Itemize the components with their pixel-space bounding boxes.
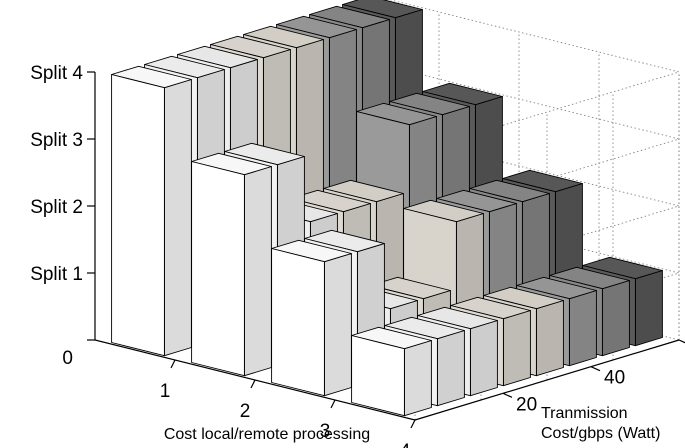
bar-front bbox=[111, 74, 165, 357]
y-tick-label: 40 bbox=[604, 368, 625, 389]
bar bbox=[271, 239, 352, 397]
gridline-back-z bbox=[389, 0, 680, 73]
bar-side bbox=[323, 253, 352, 397]
x-tick bbox=[330, 399, 336, 409]
x-tick bbox=[410, 419, 416, 429]
x-tick-label: 4 bbox=[400, 441, 411, 448]
x-tick-label: 2 bbox=[240, 401, 251, 422]
x-tick-label: 3 bbox=[320, 421, 331, 442]
bar-side bbox=[568, 290, 597, 367]
bars-layer bbox=[111, 0, 663, 417]
bar-front bbox=[191, 161, 245, 377]
bar-side bbox=[535, 300, 564, 377]
y-tick bbox=[502, 392, 513, 398]
x-tick bbox=[170, 359, 176, 369]
z-tick-label: Split 1 bbox=[30, 264, 83, 285]
z-tick-label: Split 2 bbox=[30, 197, 83, 218]
x-tick-label: 1 bbox=[160, 381, 171, 402]
bar-side bbox=[469, 320, 498, 397]
bar-front bbox=[271, 248, 325, 397]
bar-side bbox=[502, 310, 531, 387]
y-tick bbox=[590, 366, 601, 372]
y-tick bbox=[678, 339, 685, 344]
y-axis-title: Cost/gbps (Watt) bbox=[541, 425, 660, 442]
z-tick-label: Split 4 bbox=[30, 63, 83, 84]
bar bbox=[191, 152, 272, 377]
bar-side bbox=[403, 340, 432, 417]
bar-side bbox=[634, 270, 663, 347]
bar-side bbox=[243, 166, 272, 377]
y-axis-title: Tranmission bbox=[541, 405, 628, 422]
x-axis-title: Cost local/remote processing bbox=[164, 426, 370, 443]
bar-side bbox=[436, 330, 465, 407]
bar-side bbox=[601, 280, 630, 357]
z-tick-label: Split 3 bbox=[30, 130, 83, 151]
y-axis-line bbox=[414, 339, 680, 421]
x-tick bbox=[250, 379, 256, 389]
gridline-back-z bbox=[358, 125, 680, 207]
bar-side bbox=[163, 79, 192, 357]
bar bbox=[111, 65, 192, 357]
y-tick-label: 20 bbox=[516, 394, 537, 415]
axes-layer bbox=[87, 71, 685, 429]
bar bbox=[351, 326, 432, 417]
z-tick-label: 0 bbox=[62, 348, 73, 369]
bar-front bbox=[351, 335, 405, 417]
